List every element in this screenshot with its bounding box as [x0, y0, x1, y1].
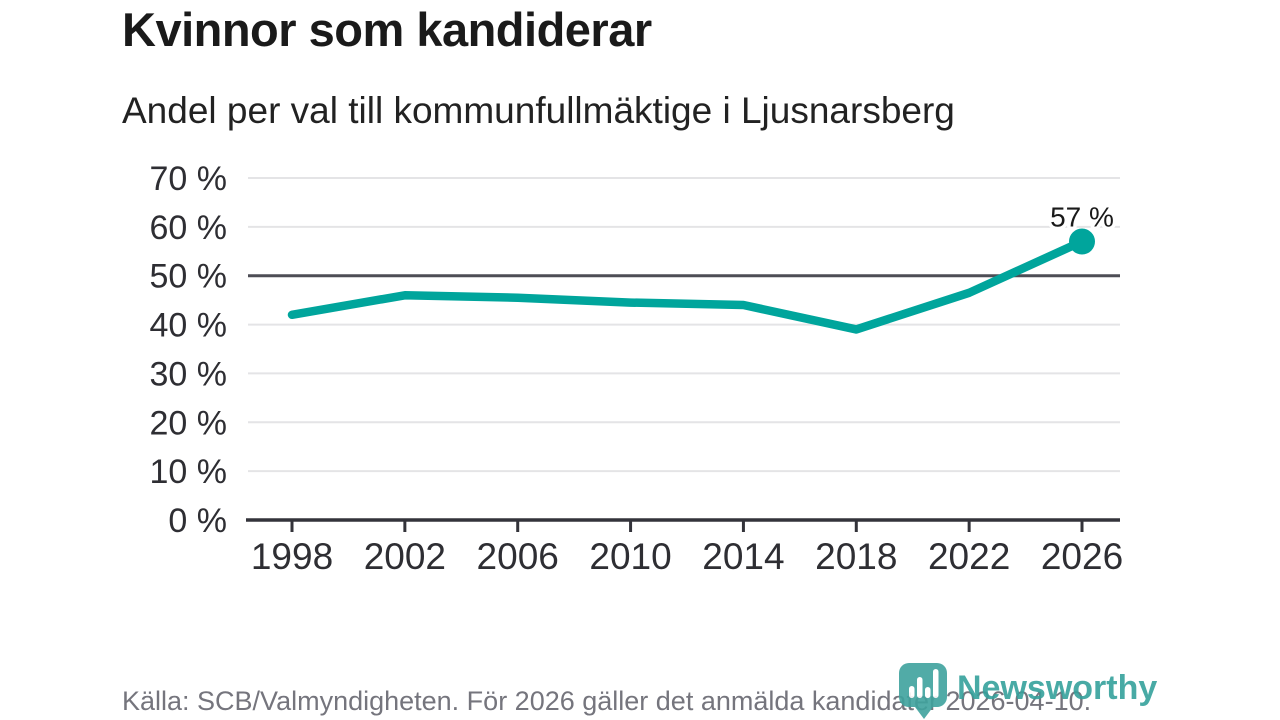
- pin-barchart-bars: [909, 669, 939, 698]
- y-tick-label: 0 %: [168, 502, 227, 540]
- y-tick-label: 50 %: [150, 258, 228, 296]
- end-point-value-label: 57 %: [1050, 202, 1114, 233]
- newsworthy-pin-barchart-icon: [899, 663, 947, 719]
- x-tick-label: 2018: [815, 536, 897, 577]
- x-tick-label: 2022: [928, 536, 1010, 577]
- y-tick-label: 30 %: [150, 355, 228, 393]
- newsworthy-wordmark: Newsworthy: [957, 669, 1158, 707]
- y-tick-label: 70 %: [150, 160, 228, 198]
- chart-subtitle: Andel per val till kommunfullmäktige i L…: [122, 90, 955, 131]
- newsworthy-logo: Newsworthy: [898, 662, 1157, 720]
- page-title: Kvinnor som kandiderar: [122, 3, 652, 56]
- x-tick-label: 2010: [589, 536, 671, 577]
- x-tick-label: 2002: [364, 536, 446, 577]
- x-tick-label: 1998: [251, 536, 333, 577]
- y-tick-label: 40 %: [150, 307, 228, 345]
- end-point-dot: [1069, 228, 1095, 255]
- y-tick-label: 20 %: [150, 404, 228, 442]
- x-tick-label: 2026: [1041, 536, 1123, 577]
- y-tick-label: 10 %: [150, 453, 228, 491]
- x-tick-label: 2014: [702, 536, 784, 577]
- chart-svg: 0 % 10 % 20 % 30 % 40 % 50 % 60 % 70 % 1998 2002 2…: [150, 160, 1124, 577]
- y-tick-label: 60 %: [150, 209, 228, 247]
- pin-shape: [899, 663, 947, 719]
- line-chart: 0 % 10 % 20 % 30 % 40 % 50 % 60 % 70 % 1998 2002 2…: [0, 160, 1280, 590]
- data-line: [287, 237, 1087, 334]
- x-tick-label: 2006: [477, 536, 559, 577]
